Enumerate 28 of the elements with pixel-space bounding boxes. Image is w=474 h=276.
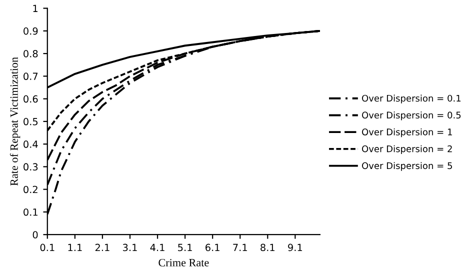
- x-tick-label: 4.1: [150, 244, 164, 252]
- y-tick-label: 0: [32, 231, 38, 238]
- x-tick-label: 3.1: [123, 244, 137, 252]
- y-axis-title: Rate of Repeat Victimization: [10, 57, 20, 186]
- y-tick-label: 0.8: [24, 50, 38, 58]
- x-tick-label: 9.1: [288, 244, 302, 252]
- legend-label: Over Dispersion = 0.5: [362, 112, 461, 120]
- x-tick-label: 1.1: [68, 244, 82, 252]
- x-tick-label: 5.1: [178, 244, 192, 252]
- y-tick-label: 0.4: [24, 140, 38, 148]
- legend-label: Over Dispersion = 2: [362, 145, 452, 154]
- x-tick-label: 8.1: [260, 244, 274, 252]
- legend-label: Over Dispersion = 5: [362, 162, 452, 171]
- legend-label: Over Dispersion = 0.1: [362, 94, 461, 104]
- legend-label: Over Dispersion = 1: [362, 128, 452, 138]
- y-tick-label: 0.3: [24, 163, 38, 171]
- x-tick-label: 6.1: [206, 244, 220, 252]
- y-tick-label: 0.9: [24, 27, 38, 35]
- y-tick-label: 0.2: [24, 186, 38, 194]
- y-tick-label: 0.5: [24, 118, 38, 126]
- x-tick-label: 2.1: [95, 244, 110, 252]
- y-tick-label: 1: [33, 4, 38, 12]
- x-tick-label: 0.1: [40, 244, 54, 252]
- x-tick-label: 7.1: [233, 244, 247, 252]
- y-tick-label: 0.7: [24, 72, 38, 80]
- y-tick-label: 0.6: [24, 95, 38, 103]
- x-axis-title: Crime Rate: [158, 258, 209, 266]
- y-tick-label: 0.1: [24, 208, 38, 216]
